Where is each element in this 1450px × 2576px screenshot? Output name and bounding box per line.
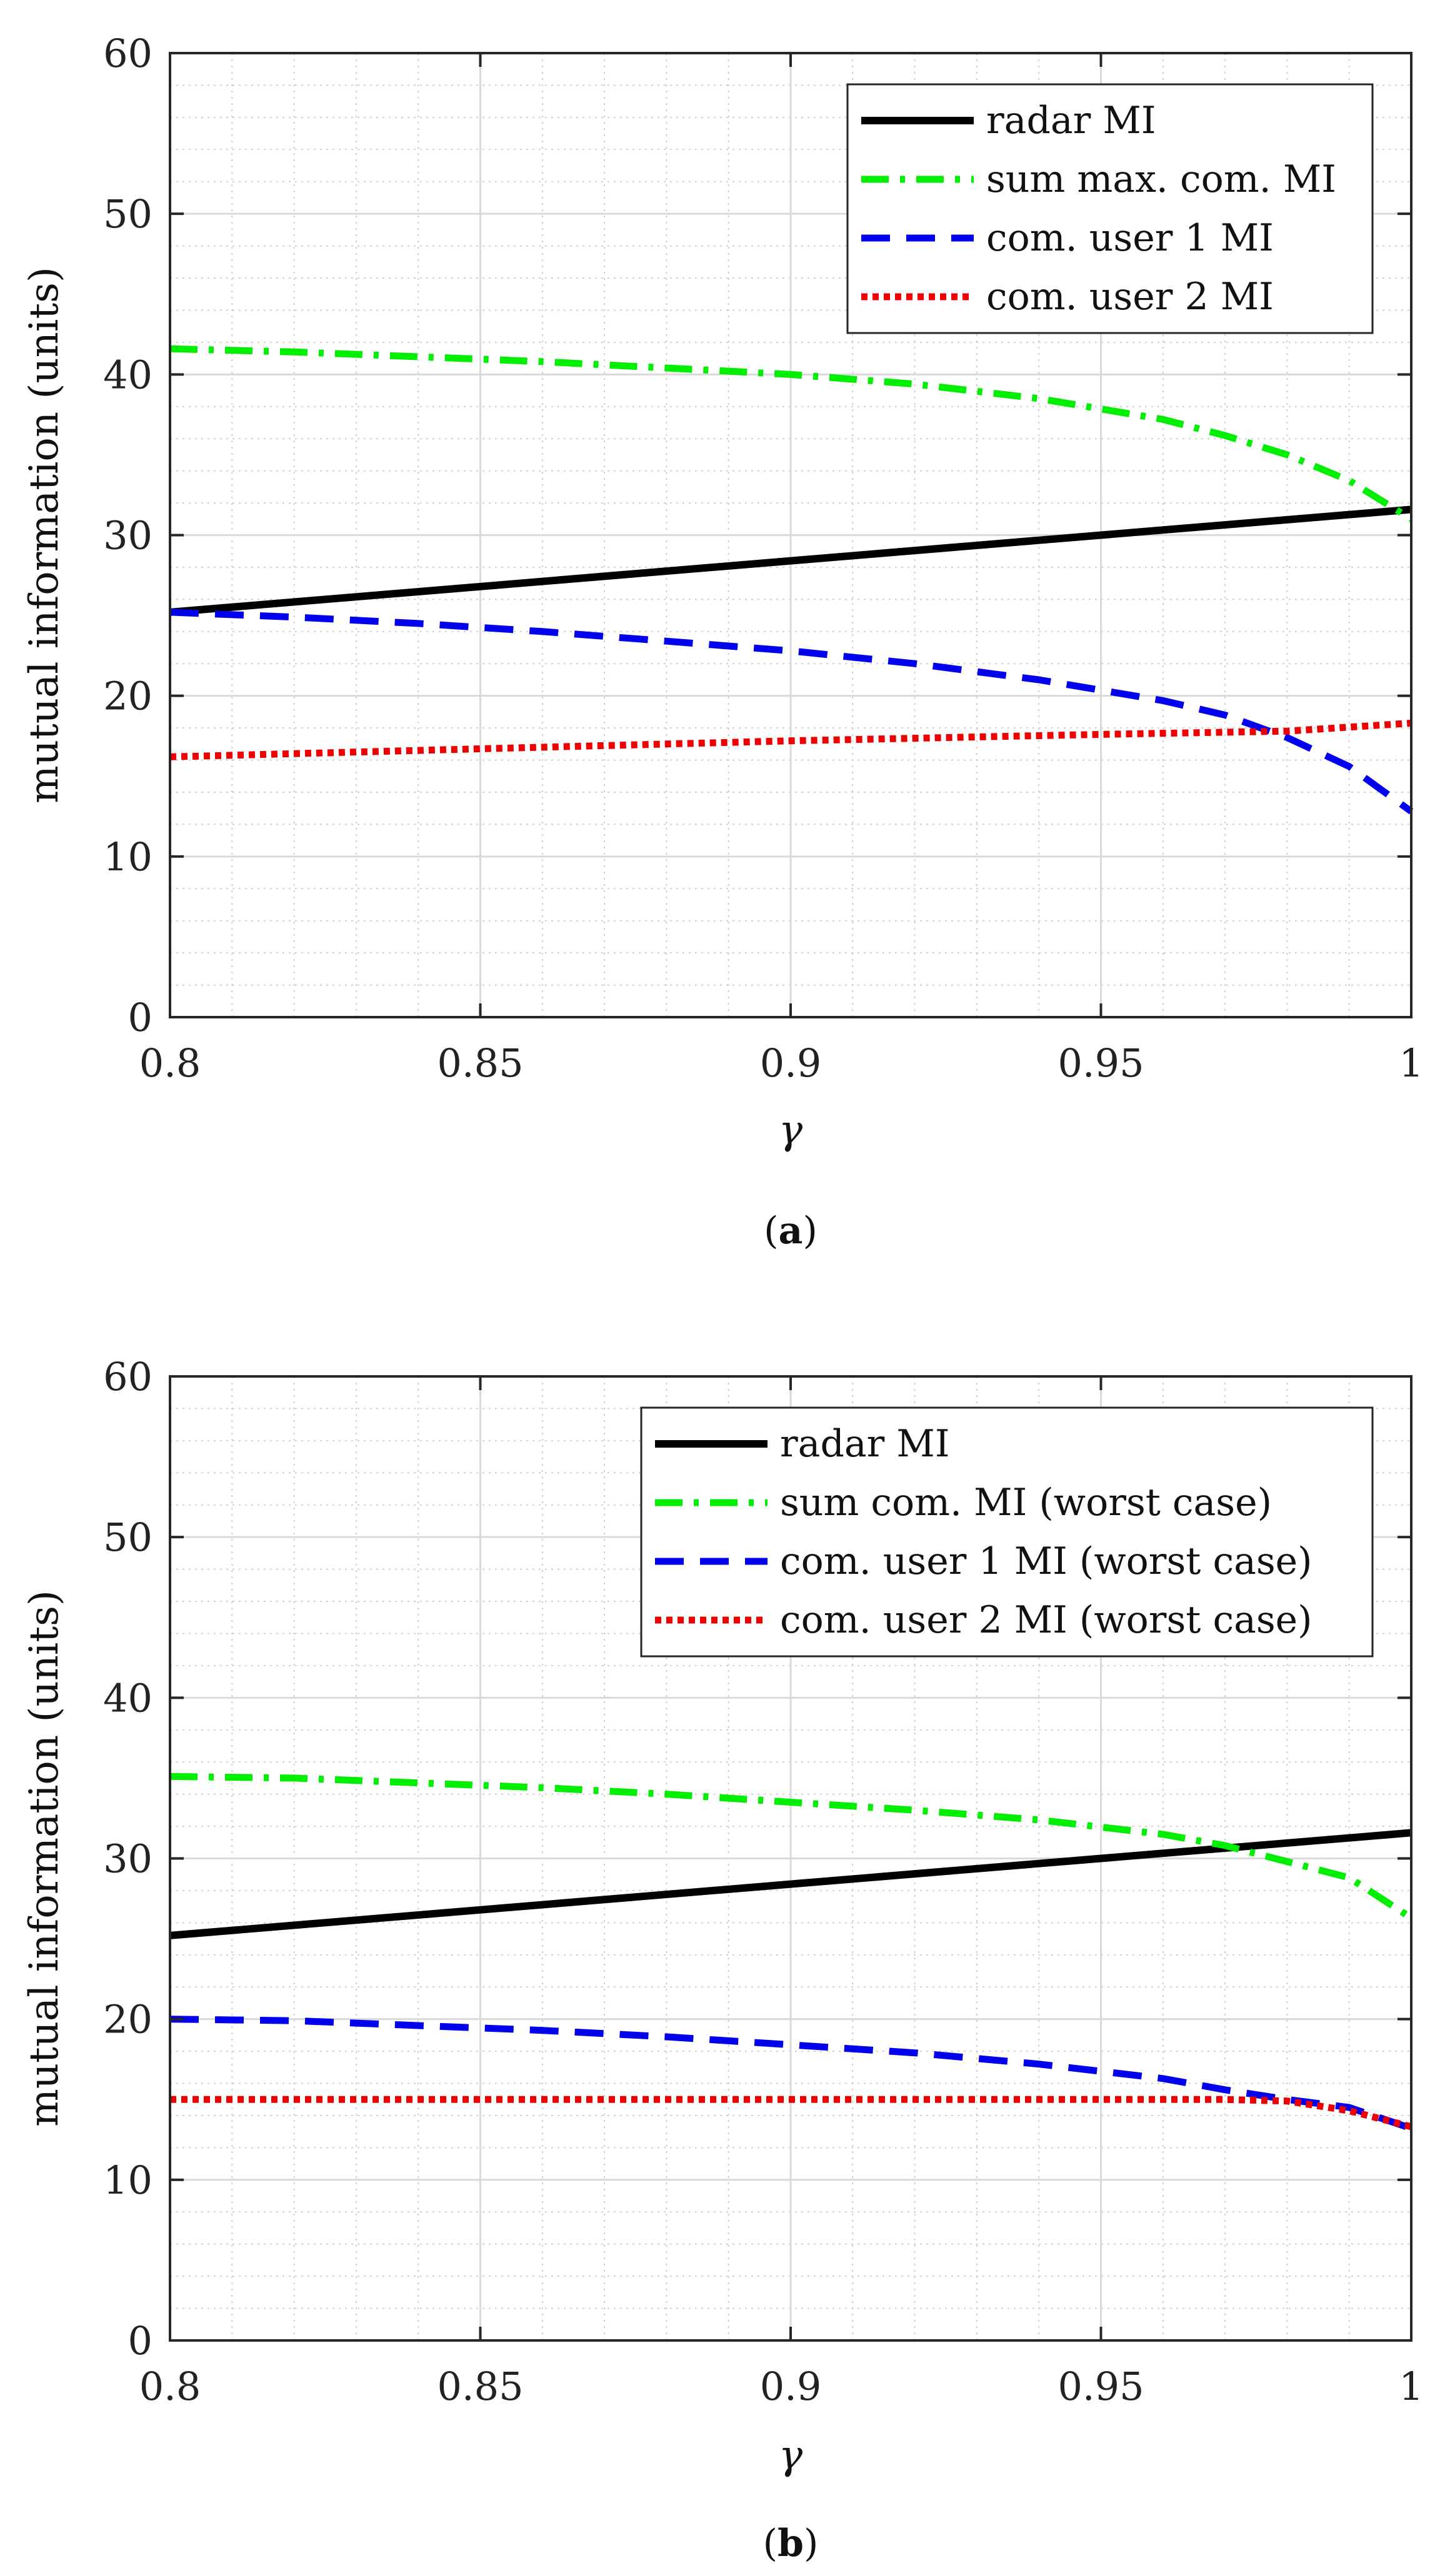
series-line-2 <box>169 345 1413 522</box>
series-line-2 <box>169 1773 1413 1921</box>
x-tick-label: 0.85 <box>437 1040 523 1086</box>
legend-label-2: sum max. com. MI <box>986 157 1336 201</box>
legend-label-1: radar MI <box>780 1422 950 1466</box>
x-tick-label: 0.85 <box>437 2364 523 2409</box>
x-tick-label: 0.8 <box>139 1040 201 1086</box>
x-tick-label: 0.9 <box>760 2364 822 2409</box>
caption-open: ( <box>764 1209 778 1253</box>
legend-label-3: com. user 1 MI (worst case) <box>780 1539 1312 1583</box>
x-tick-label: 0.9 <box>760 1040 822 1086</box>
series-line-4 <box>169 719 1412 760</box>
y-tick-label: 60 <box>103 1354 152 1400</box>
x-tick-label: 0.95 <box>1058 1040 1144 1086</box>
x-tick-label: 0.95 <box>1058 2364 1144 2409</box>
y-tick-label: 20 <box>103 674 152 719</box>
y-tick-label: 10 <box>103 834 152 880</box>
y-tick-label: 0 <box>128 995 152 1040</box>
legend-box <box>846 83 1374 334</box>
y-axis-label: mutual information (units) <box>21 1590 68 2127</box>
x-tick-label: 1 <box>1399 2364 1423 2409</box>
x-tick-label: 1 <box>1399 1040 1423 1086</box>
series-line-4 <box>170 2096 1412 2131</box>
legend-label-4: com. user 2 MI (worst case) <box>780 1598 1312 1642</box>
y-tick-label: 0 <box>128 2318 152 2364</box>
x-axis-label: γ <box>779 2432 803 2479</box>
caption-open: ( <box>763 2522 778 2565</box>
y-tick-label: 20 <box>103 1997 152 2042</box>
figure-b: 0.8 0.85 0.9 0.95 1 0 10 20 30 40 50 60 γ mutual info… <box>0 1288 1450 2576</box>
series-group <box>169 345 1414 815</box>
caption-close: ) <box>804 2522 818 2565</box>
y-tick-label: 30 <box>103 1836 152 1882</box>
legend-label-3: com. user 1 MI <box>986 216 1274 260</box>
caption-close: ) <box>802 1209 817 1253</box>
series-group <box>169 1773 1413 2132</box>
series-line-1 <box>169 1829 1412 1939</box>
figure-caption: (a) <box>764 1209 818 1253</box>
y-tick-label: 40 <box>103 352 152 397</box>
y-tick-label: 60 <box>103 31 152 76</box>
y-tick-label: 50 <box>103 1514 152 1560</box>
caption-letter: b <box>778 2522 804 2565</box>
series-line-3 <box>169 2016 1412 2132</box>
x-tick-label: 0.8 <box>139 2364 201 2409</box>
series-line-3 <box>169 609 1414 815</box>
figure-a: 0.8 0.85 0.9 0.95 1 0 10 20 30 40 50 60 γ mutual info… <box>21 31 1424 1253</box>
legend-label-4: com. user 2 MI <box>986 275 1274 319</box>
y-tick-label: 50 <box>103 191 152 237</box>
legend-label-2: sum com. MI (worst case) <box>780 1481 1272 1524</box>
legend-label-1: radar MI <box>986 99 1156 142</box>
y-tick-label: 30 <box>103 513 152 559</box>
x-axis-label: γ <box>779 1107 803 1153</box>
y-tick-label: 10 <box>103 2157 152 2203</box>
series-line-1 <box>169 505 1412 616</box>
y-axis-label: mutual information (units) <box>21 267 68 803</box>
caption-letter: a <box>779 1209 803 1253</box>
y-tick-label: 40 <box>103 1675 152 1721</box>
legend-box <box>640 1406 1374 1658</box>
figure-caption: (b) <box>763 2522 819 2565</box>
